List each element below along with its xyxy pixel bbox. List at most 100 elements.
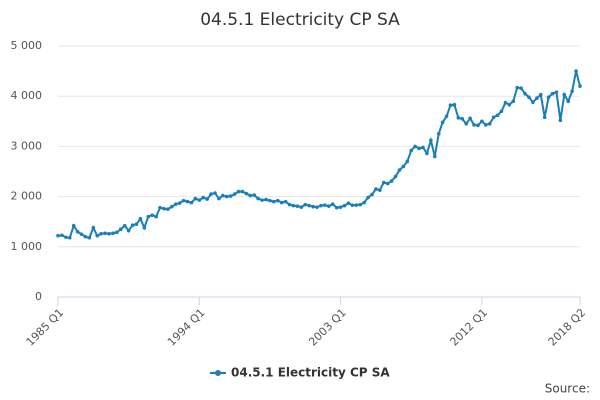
point [511, 99, 516, 104]
point [436, 132, 441, 136]
point [370, 192, 374, 197]
point [523, 91, 527, 96]
point [111, 231, 115, 236]
point [409, 148, 414, 153]
y-tick-label: 0 [35, 290, 42, 303]
point [221, 193, 225, 198]
point [342, 203, 347, 208]
legend-label: 04.5.1 Electricity CP SA [231, 366, 390, 380]
point [574, 69, 578, 73]
point [374, 187, 378, 191]
point [256, 196, 260, 201]
point [417, 146, 421, 151]
point [264, 197, 268, 202]
point [170, 204, 174, 209]
point [71, 223, 76, 228]
point [468, 116, 472, 121]
point [303, 202, 308, 207]
point [275, 198, 280, 203]
point [79, 232, 84, 237]
point [405, 159, 410, 164]
point [64, 235, 68, 240]
y-tick-label: 5 000 [11, 39, 43, 52]
y-tick-label: 2 000 [11, 190, 43, 203]
point [358, 202, 363, 207]
point [527, 95, 531, 100]
point [248, 193, 253, 198]
point [236, 189, 241, 194]
point [519, 86, 523, 90]
point [464, 122, 468, 126]
point [299, 205, 304, 209]
point [495, 113, 500, 118]
point [330, 202, 335, 206]
point [95, 233, 100, 238]
point [56, 233, 60, 238]
x-tick-label: 2012 Q1 [448, 306, 491, 349]
point [319, 203, 323, 208]
point [385, 181, 390, 186]
point [381, 180, 386, 185]
point [103, 231, 107, 236]
legend-marker [215, 370, 221, 376]
point [531, 100, 535, 105]
point [401, 164, 406, 169]
x-tick-label: 1985 Q1 [24, 306, 67, 349]
point [550, 91, 555, 96]
point [291, 203, 296, 208]
point [217, 196, 221, 201]
point [115, 230, 119, 235]
point [134, 222, 139, 227]
point [362, 200, 366, 205]
point [429, 138, 433, 143]
y-tick-label: 3 000 [11, 139, 43, 152]
x-tick-label: 2018 Q2 [546, 306, 589, 349]
point [158, 205, 162, 210]
point [260, 198, 264, 202]
point [232, 192, 237, 196]
point [154, 214, 158, 219]
point [554, 90, 559, 94]
source: Source: [545, 382, 590, 396]
x-tick-label: 2003 Q1 [306, 306, 349, 349]
point [150, 213, 154, 217]
point [138, 216, 143, 221]
point [480, 119, 484, 124]
point [432, 154, 437, 159]
point [346, 201, 351, 205]
point [107, 231, 111, 236]
point [83, 234, 88, 239]
point [307, 203, 311, 208]
point [366, 195, 370, 200]
point [118, 227, 123, 232]
point [570, 89, 574, 93]
point [315, 205, 319, 209]
point [546, 95, 551, 100]
point [452, 102, 457, 107]
point [252, 193, 257, 197]
point [130, 223, 135, 228]
point [425, 151, 429, 156]
point [99, 231, 103, 236]
point [354, 203, 359, 207]
point [146, 214, 151, 219]
point [311, 204, 315, 209]
point [177, 201, 182, 205]
point [272, 199, 276, 204]
point [185, 199, 190, 204]
point [327, 204, 331, 208]
point [535, 96, 539, 101]
point [323, 203, 327, 207]
point [75, 229, 80, 234]
y-tick-label: 1 000 [11, 240, 43, 253]
point [378, 188, 382, 192]
point [440, 120, 445, 125]
point [503, 100, 508, 105]
point [566, 99, 571, 104]
x-tick-label: 1994 Q1 [165, 306, 208, 349]
point [193, 196, 198, 201]
point [189, 200, 194, 205]
point [126, 228, 131, 233]
point [472, 123, 476, 127]
point [542, 115, 547, 120]
